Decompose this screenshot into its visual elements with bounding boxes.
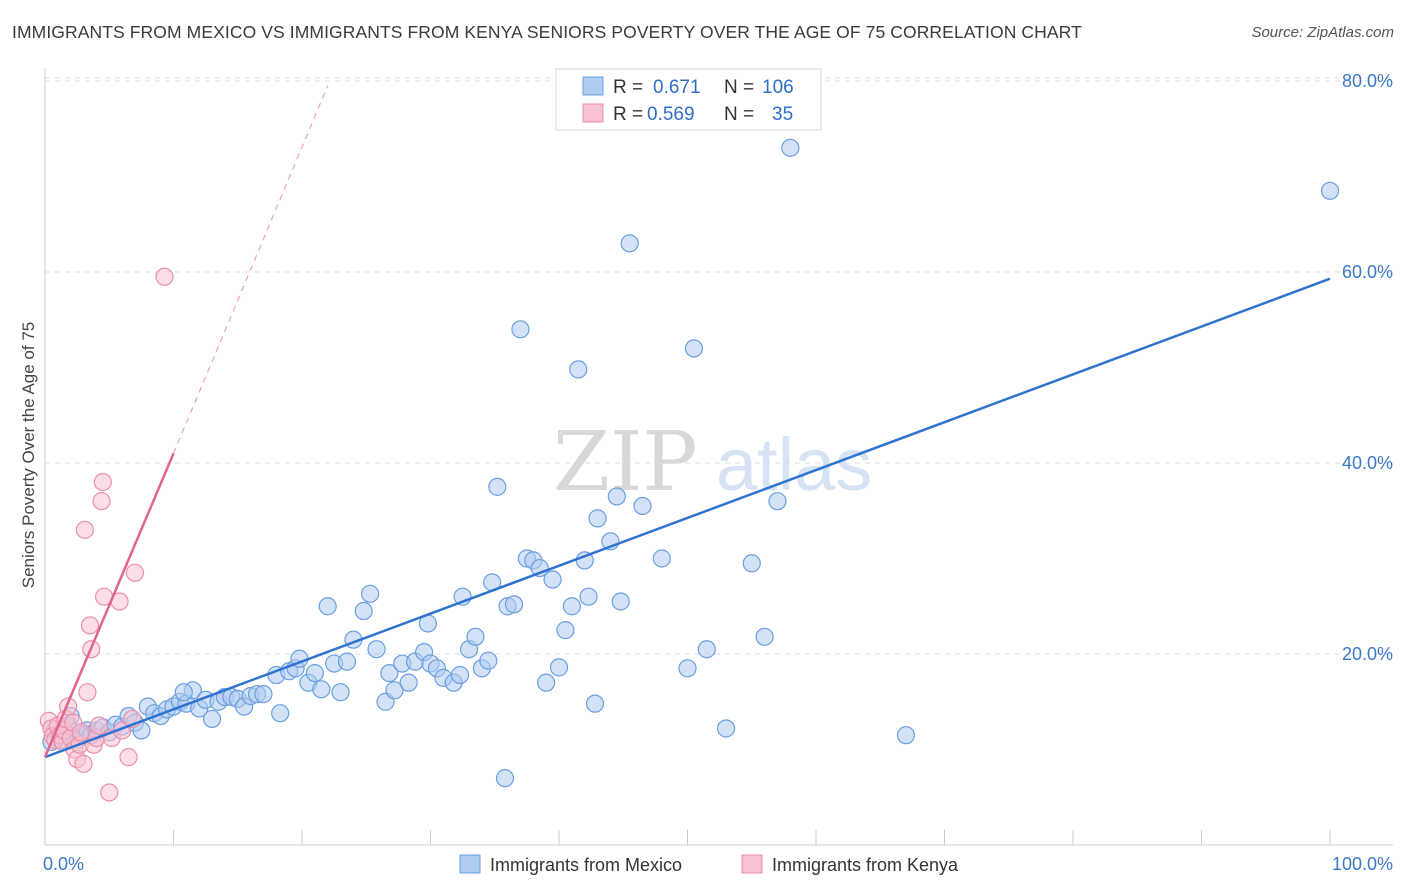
mexico-point-91: [585, 694, 605, 713]
chart-title: IMMIGRANTS FROM MEXICO VS IMMIGRANTS FRO…: [12, 22, 1082, 42]
y-tick-label-20: 20.0%: [1342, 644, 1393, 664]
mexico-point-41: [271, 704, 290, 723]
mexico-point-68: [450, 665, 470, 685]
mexico-point-76: [495, 769, 515, 788]
trend-lines: [43, 85, 1331, 759]
source-label: Source: ZipAtlas.com: [1251, 24, 1394, 41]
mexico-point-107: [896, 726, 916, 745]
mexico-point-83: [537, 673, 556, 692]
watermark-atlas: atlas: [716, 423, 872, 506]
kenya-point-27: [100, 783, 119, 802]
mexico-point-47: [312, 680, 331, 699]
legend-swatch-mexico: [582, 76, 604, 96]
mexico-point-58: [385, 681, 404, 700]
mexico-point-75: [488, 477, 507, 496]
mexico-point-94: [607, 487, 626, 506]
kenya-point-31: [119, 748, 138, 767]
mexico-point-48: [318, 597, 337, 616]
mexico-point-51: [337, 652, 357, 671]
mexico-point-103: [742, 554, 761, 573]
y-axis-label: Seniors Poverty Over the Age of 75: [19, 322, 38, 588]
mexico-point-98: [652, 549, 671, 568]
mexico-point-104: [755, 627, 774, 646]
series-legend: Immigrants from Mexico Immigrants from K…: [459, 854, 959, 875]
stats-legend: R = 0.671 N = 106 R = 0.569 N = 35: [555, 68, 822, 131]
kenya-point-18: [78, 683, 97, 702]
x-tick-label-0: 0.0%: [43, 854, 84, 874]
gridlines: [45, 77, 1393, 655]
mexico-point-71: [466, 627, 485, 646]
kenya-point-33: [125, 563, 145, 582]
mexico-point-108: [1320, 181, 1340, 200]
mexico-point-95: [611, 592, 630, 611]
legend-r-label-kenya: R =: [613, 104, 643, 125]
mexico-point-96: [620, 234, 639, 253]
x-tick-label-100: 100.0%: [1332, 854, 1393, 874]
mexico-point-99: [678, 659, 697, 678]
mexico-point-73: [479, 651, 498, 670]
mexico-point-109: [174, 683, 193, 702]
mexico-point-92: [588, 509, 607, 528]
mexico-point-60: [399, 673, 418, 692]
y-tick-label-40: 40.0%: [1342, 453, 1393, 473]
legend-n-value-kenya: 35: [772, 104, 793, 125]
mexico-point-39: [254, 685, 273, 704]
mexico-point-87: [562, 597, 581, 616]
kenya-point-17: [75, 520, 94, 539]
mexico-point-100: [684, 339, 704, 358]
mexico-point-54: [361, 584, 380, 603]
legend-n-label-mexico: N =: [724, 77, 754, 98]
bottom-legend-swatch-mexico: [459, 854, 481, 874]
watermark: ZIP atlas: [553, 415, 872, 510]
y-tick-label-80: 80.0%: [1342, 71, 1393, 91]
legend-r-label-mexico: R =: [613, 77, 643, 98]
y-tick-labels: 20.0% 40.0% 60.0% 80.0%: [1342, 71, 1393, 664]
mexico-point-31: [202, 709, 222, 729]
legend-swatch-kenya: [582, 103, 604, 123]
y-tick-label-60: 60.0%: [1342, 262, 1393, 282]
kenya-point-23: [89, 716, 109, 735]
kenya-point-19: [80, 616, 100, 635]
mexico-point-90: [579, 587, 598, 606]
kenya-point-16: [74, 754, 93, 773]
mexico-point-101: [697, 640, 716, 659]
mexico-point-102: [716, 719, 736, 738]
mexico-point-53: [354, 601, 373, 621]
mexico-point-57: [380, 663, 399, 683]
mexico-point-50: [331, 683, 350, 702]
mexico-point-78: [504, 595, 524, 614]
kenya-point-15: [71, 723, 91, 742]
mexico-point-55: [367, 640, 386, 659]
x-ticks: [173, 830, 1331, 845]
mexico-point-105: [768, 492, 787, 511]
mexico-point-46: [305, 663, 324, 683]
trend-line-kenya: [43, 452, 175, 758]
legend-r-value-kenya: 0.569: [647, 104, 695, 125]
mexico-point-86: [556, 621, 575, 640]
legend-n-label-kenya: N =: [724, 104, 754, 125]
mexico-point-85: [549, 658, 569, 677]
mexico-point-88: [569, 360, 588, 379]
kenya-point-25: [93, 473, 112, 492]
bottom-legend-label-mexico: Immigrants from Mexico: [490, 855, 682, 875]
x-tick-labels: 0.0% 100.0%: [43, 854, 1393, 874]
legend-n-value-mexico: 106: [762, 77, 794, 98]
trend-line-mexico: [44, 277, 1331, 759]
legend-r-value-mexico: 0.671: [653, 77, 701, 98]
trend-line-kenya-extended: [172, 85, 329, 454]
mexico-point-97: [633, 496, 652, 516]
mexico-point-106: [781, 138, 800, 157]
kenya-point-24: [92, 492, 111, 511]
bottom-legend-swatch-kenya: [741, 854, 763, 874]
mexico-point-84: [543, 570, 562, 589]
mexico-point-79: [511, 320, 530, 339]
kenya-point-34: [155, 267, 174, 286]
bottom-legend-label-kenya: Immigrants from Kenya: [772, 855, 959, 875]
